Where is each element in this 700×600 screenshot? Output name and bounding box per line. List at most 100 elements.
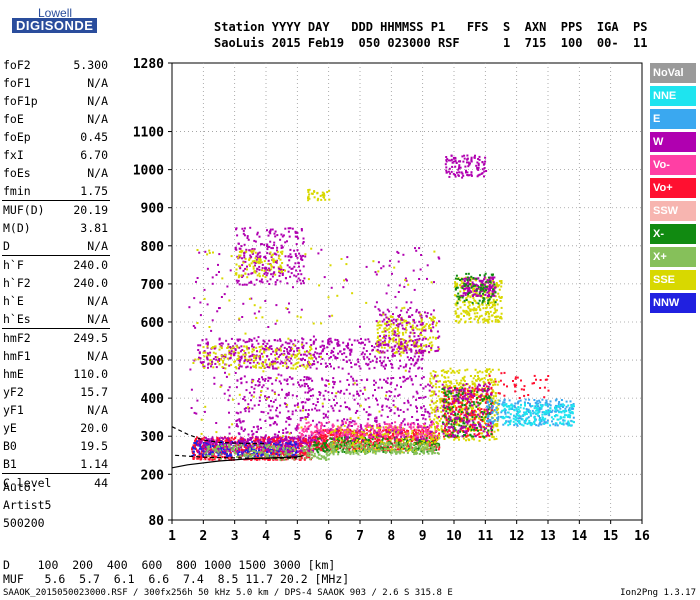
echo-point — [445, 418, 448, 421]
echo-point — [475, 398, 478, 401]
echo-point — [313, 452, 316, 455]
echo-point — [327, 410, 330, 413]
echo-point — [276, 457, 279, 460]
echo-point — [495, 437, 498, 440]
echo-point — [442, 405, 445, 408]
echo-point — [256, 439, 259, 442]
echo-point — [384, 451, 387, 454]
echo-point — [565, 414, 568, 417]
echo-point — [475, 429, 477, 432]
echo-point — [477, 417, 480, 420]
echo-point — [451, 419, 453, 422]
echo-point — [244, 441, 247, 444]
echo-point — [453, 398, 456, 400]
echo-point — [428, 415, 431, 418]
echo-point — [285, 451, 288, 454]
echo-point — [231, 440, 234, 443]
echo-point — [483, 436, 486, 439]
echo-point — [559, 422, 562, 425]
echo-point — [377, 429, 380, 432]
param-value: N/A — [87, 239, 108, 253]
echo-point — [538, 417, 541, 419]
echo-point — [228, 449, 231, 452]
echo-point — [208, 453, 211, 456]
echo-point — [192, 453, 195, 456]
echo-point — [294, 449, 296, 452]
echo-point — [364, 440, 367, 443]
echo-point — [341, 450, 344, 453]
echo-point — [420, 447, 423, 450]
echo-point — [424, 418, 427, 421]
echo-point — [453, 400, 456, 403]
echo-point — [422, 451, 424, 454]
echo-point — [282, 429, 285, 432]
echo-point — [471, 388, 474, 391]
echo-point — [371, 447, 374, 450]
echo-point — [288, 442, 291, 445]
echo-point — [438, 432, 441, 435]
echo-point — [199, 440, 202, 443]
echo-point — [450, 386, 453, 389]
echo-point — [380, 435, 383, 438]
echo-point — [401, 443, 403, 446]
echo-point — [487, 385, 490, 388]
echo-point — [496, 417, 499, 420]
echo-point — [242, 441, 245, 444]
echo-point — [558, 401, 561, 403]
echo-point — [343, 418, 346, 421]
echo-point — [224, 457, 227, 460]
echo-point — [390, 442, 393, 445]
echo-point — [362, 446, 365, 449]
echo-point — [476, 433, 479, 436]
echo-point — [268, 405, 271, 408]
echo-point — [490, 410, 493, 413]
echo-point — [273, 433, 276, 436]
echo-point — [482, 413, 485, 416]
echo-point — [311, 431, 314, 434]
echo-point — [280, 444, 283, 447]
echo-point — [454, 437, 457, 440]
echo-point — [354, 438, 357, 441]
echo-point — [295, 451, 297, 454]
echo-point — [304, 425, 307, 428]
echo-point — [431, 423, 433, 426]
echo-point — [385, 445, 388, 448]
echo-point — [448, 415, 451, 418]
echo-point — [400, 423, 403, 426]
echo-point — [192, 450, 195, 453]
echo-point — [196, 440, 198, 443]
echo-point — [283, 448, 286, 451]
echo-point — [344, 406, 347, 409]
echo-point — [430, 382, 433, 385]
echo-point — [211, 450, 214, 453]
echo-point — [371, 445, 374, 448]
echo-point — [481, 388, 484, 391]
param-key: foF2 — [3, 58, 31, 72]
echo-point — [224, 439, 227, 442]
echo-point — [416, 449, 419, 452]
param-row: foEs N/A — [0, 164, 112, 182]
echo-point — [389, 436, 392, 439]
echo-point — [287, 436, 290, 439]
echo-point — [377, 442, 380, 445]
echo-point — [353, 435, 355, 438]
echo-point — [376, 426, 379, 429]
echo-point — [437, 395, 440, 398]
y-tick-label: 80 — [148, 514, 164, 529]
echo-point — [468, 398, 471, 401]
echo-point — [396, 451, 399, 454]
echo-point — [496, 423, 499, 425]
echo-point — [516, 410, 519, 413]
echo-point — [473, 395, 476, 397]
echo-point — [297, 381, 300, 384]
echo-point — [323, 455, 326, 458]
x-tick-label: 4 — [262, 529, 270, 544]
echo-cluster — [297, 421, 439, 439]
echo-point — [488, 383, 491, 386]
echo-point — [464, 431, 467, 434]
echo-point — [529, 404, 531, 407]
echo-point — [488, 398, 491, 401]
echo-point — [247, 403, 250, 406]
echo-point — [525, 418, 528, 421]
echo-point — [420, 444, 423, 447]
